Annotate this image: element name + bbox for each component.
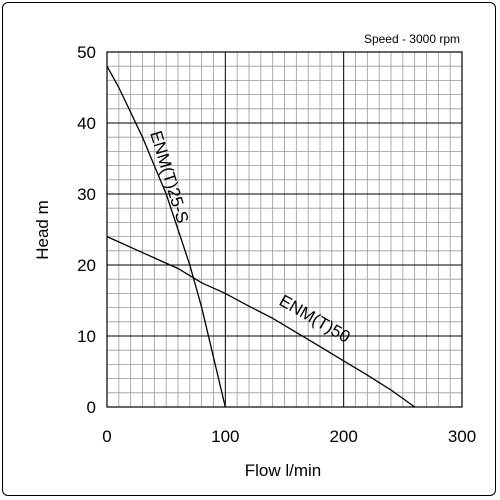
y-tick-label: 20 bbox=[77, 256, 96, 275]
series-label-enmt25s: ENM(T)25-S bbox=[146, 129, 192, 226]
x-axis-label: Flow l/min bbox=[245, 461, 322, 480]
y-tick-label: 40 bbox=[77, 114, 96, 133]
x-tick-label: 300 bbox=[448, 427, 476, 446]
x-tick-label: 0 bbox=[102, 427, 111, 446]
y-tick-label: 0 bbox=[87, 398, 96, 417]
chart-frame bbox=[2, 2, 496, 496]
y-tick-label: 50 bbox=[77, 43, 96, 62]
y-axis-label: Head m bbox=[33, 200, 52, 260]
x-tick-label: 100 bbox=[211, 427, 239, 446]
series-line-enmt25s bbox=[106, 65, 226, 408]
series-line-enmt50 bbox=[106, 236, 416, 408]
tick-labels: 0 100 200 300 0 10 20 30 40 50 bbox=[77, 43, 476, 446]
y-tick-label: 10 bbox=[77, 327, 96, 346]
plot-border bbox=[106, 51, 463, 408]
series-label-enmt50: ENM(T)50 bbox=[276, 291, 353, 347]
y-tick-label: 30 bbox=[77, 185, 96, 204]
grid-minor-lines bbox=[107, 52, 462, 407]
speed-annotation: Speed - 3000 rpm bbox=[364, 32, 460, 46]
x-tick-label: 200 bbox=[329, 427, 357, 446]
curves bbox=[106, 65, 416, 408]
